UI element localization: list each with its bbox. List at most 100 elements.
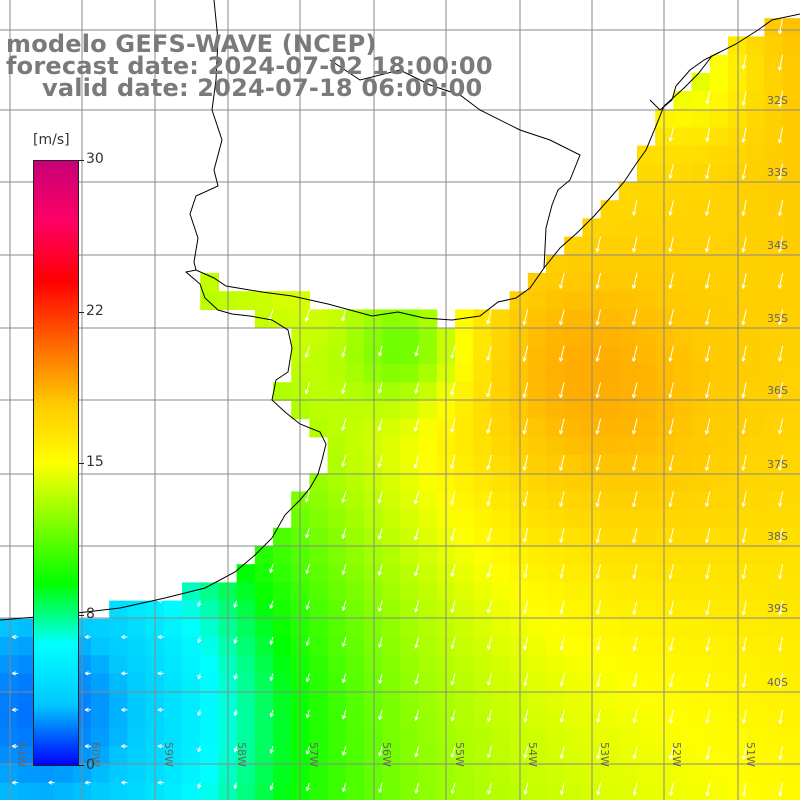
wind-arrow: [595, 418, 602, 435]
wind-cell: [709, 491, 729, 511]
wind-arrow: [84, 744, 91, 749]
wind-cell: [618, 218, 638, 238]
wind-cell: [163, 655, 183, 674]
wind-cell: [163, 691, 183, 711]
wind-cell: [782, 600, 800, 620]
wind-arrow: [669, 746, 674, 760]
wind-cell: [564, 327, 583, 347]
wind-cell: [382, 400, 401, 420]
wind-cell: [0, 782, 19, 800]
wind-cell: [491, 455, 511, 474]
wind-arrow: [559, 382, 565, 399]
wind-arrow: [233, 746, 238, 753]
wind-cell: [382, 764, 401, 784]
wind-cell: [655, 618, 674, 638]
wind-cell: [564, 455, 583, 474]
wind-cell: [600, 473, 620, 492]
wind-arrow: [342, 746, 347, 756]
wind-cell: [291, 309, 310, 329]
valid-date: valid date: 2024-07-18 06:00:00: [42, 74, 483, 102]
wind-arrow: [341, 527, 347, 539]
lat-label: 34S: [767, 239, 788, 252]
wind-cell: [673, 418, 693, 438]
wind-cell: [291, 291, 310, 310]
wind-arrow: [233, 782, 238, 790]
wind-arrow: [559, 709, 565, 723]
wind-arrow: [632, 309, 638, 326]
wind-cell: [200, 728, 219, 747]
wind-cell: [418, 382, 438, 401]
wind-arrow: [741, 527, 747, 544]
wind-arrow: [269, 636, 274, 645]
wind-cell: [655, 728, 674, 747]
wind-cell: [491, 436, 511, 456]
wind-cell: [637, 764, 656, 784]
wind-cell: [564, 491, 583, 511]
wind-cell: [709, 655, 729, 674]
wind-arrow: [668, 418, 674, 435]
wind-cell: [782, 309, 800, 329]
wind-cell: [564, 746, 583, 765]
wind-cell: [473, 527, 492, 547]
wind-cell: [764, 455, 784, 474]
wind-cell: [655, 182, 674, 201]
wind-cell: [637, 691, 656, 711]
wind-cell: [546, 509, 565, 529]
wind-arrow: [233, 600, 238, 608]
wind-arrow: [523, 600, 529, 615]
wind-cell: [546, 600, 565, 620]
wind-cell: [527, 600, 547, 620]
wind-cell: [36, 782, 56, 800]
wind-arrow: [778, 673, 784, 688]
wind-cell: [637, 327, 656, 347]
wind-arrow: [668, 272, 674, 289]
wind-cell: [764, 182, 784, 201]
wind-cell: [637, 509, 656, 529]
wind-arrow: [341, 454, 347, 467]
wind-cell: [345, 473, 365, 492]
wind-arrow: [595, 236, 602, 253]
wind-cell: [473, 327, 492, 347]
wind-arrow: [704, 309, 711, 326]
wind-arrow: [704, 418, 711, 435]
wind-cell: [673, 527, 693, 547]
wind-arrow: [596, 673, 602, 687]
wind-cell: [364, 655, 383, 674]
wind-arrow: [741, 418, 747, 435]
wind-cell: [527, 764, 547, 784]
wind-cell: [254, 728, 274, 747]
wind-arrow: [487, 782, 492, 795]
wind-arrow: [305, 564, 310, 575]
wind-cell: [673, 254, 693, 274]
wind-cell: [273, 618, 292, 638]
wind-cell: [728, 618, 747, 638]
wind-cell: [637, 546, 656, 565]
wind-cell: [637, 364, 656, 383]
wind-cell: [728, 709, 747, 729]
wind-arrow: [668, 600, 674, 616]
wind-cell: [564, 273, 583, 292]
wind-arrow: [595, 491, 602, 508]
wind-cell: [728, 182, 747, 201]
wind-cell: [291, 746, 310, 765]
wind-cell: [600, 345, 620, 365]
wind-cell: [691, 637, 711, 656]
wind-cell: [782, 673, 800, 693]
wind-arrow: [413, 491, 420, 505]
wind-cell: [546, 618, 565, 638]
wind-cell: [345, 509, 365, 529]
wind-cell: [782, 54, 800, 74]
wind-cell: [728, 473, 747, 492]
wind-cell: [473, 637, 492, 656]
wind-cell: [364, 327, 383, 347]
wind-cell: [673, 145, 693, 165]
wind-cell: [746, 728, 765, 747]
wind-cell: [509, 436, 529, 456]
wind-cell: [455, 691, 474, 711]
wind-cell: [728, 109, 747, 128]
wind-cell: [327, 637, 347, 656]
wind-cell: [400, 618, 420, 638]
wind-cell: [600, 455, 620, 474]
wind-arrow: [413, 454, 420, 469]
wind-cell: [382, 546, 401, 565]
